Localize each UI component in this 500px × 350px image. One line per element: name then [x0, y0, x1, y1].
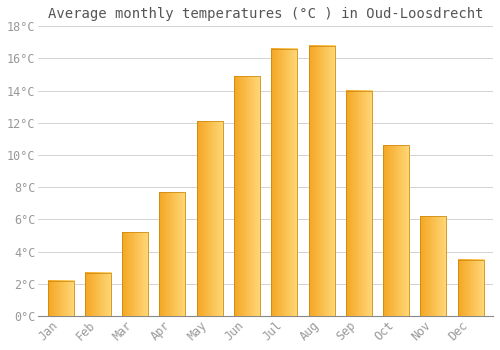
Bar	[346, 91, 372, 316]
Bar	[234, 76, 260, 316]
Bar	[122, 232, 148, 316]
Bar	[196, 121, 223, 316]
Bar	[420, 216, 446, 316]
Bar	[458, 260, 483, 316]
Bar	[160, 192, 186, 316]
Title: Average monthly temperatures (°C ) in Oud-Loosdrecht: Average monthly temperatures (°C ) in Ou…	[48, 7, 484, 21]
Bar	[383, 145, 409, 316]
Bar	[48, 281, 74, 316]
Bar	[271, 49, 297, 316]
Bar	[85, 273, 111, 316]
Bar	[308, 46, 334, 316]
